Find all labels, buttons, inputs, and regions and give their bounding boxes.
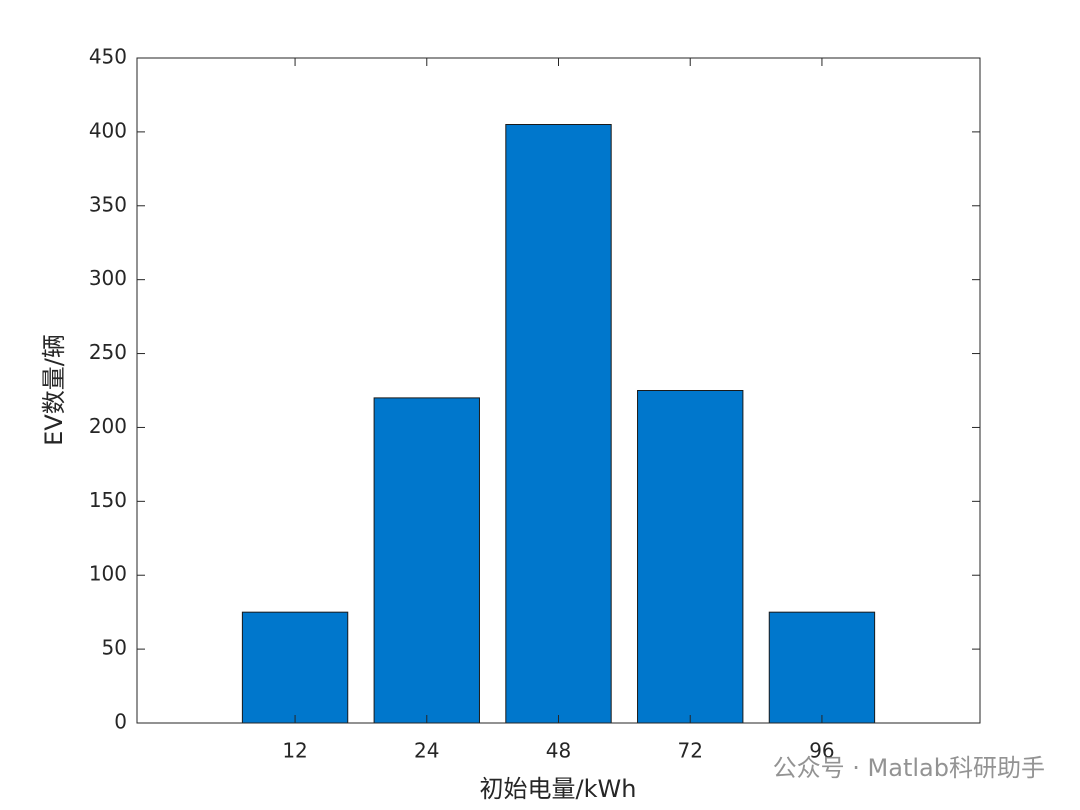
y-tick-label: 250 — [89, 340, 127, 364]
y-tick-label: 450 — [89, 45, 127, 69]
bar — [637, 390, 744, 724]
y-tick-label: 300 — [89, 266, 127, 290]
bar — [373, 397, 480, 724]
x-tick-label: 24 — [414, 739, 439, 763]
watermark: 公众号 · Matlab科研助手 — [773, 754, 1045, 782]
y-tick-label: 200 — [89, 414, 127, 438]
y-tick-label: 100 — [89, 562, 127, 586]
y-tick-label: 150 — [89, 488, 127, 512]
x-axis-label: 初始电量/kWh — [480, 775, 637, 803]
y-tick-label: 350 — [89, 192, 127, 216]
bar — [505, 124, 612, 724]
x-tick-label: 96 — [809, 739, 834, 763]
y-tick-label: 400 — [89, 118, 127, 142]
x-tick-label: 72 — [677, 739, 702, 763]
x-tick-label: 12 — [282, 739, 307, 763]
bar — [241, 611, 349, 724]
y-tick-label: 0 — [114, 710, 127, 734]
plot-frame — [136, 57, 981, 724]
bar — [768, 611, 876, 724]
x-tick-label: 48 — [546, 739, 571, 763]
y-tick-label: 50 — [102, 636, 127, 660]
y-axis-label: EV数量/辆 — [40, 334, 68, 446]
